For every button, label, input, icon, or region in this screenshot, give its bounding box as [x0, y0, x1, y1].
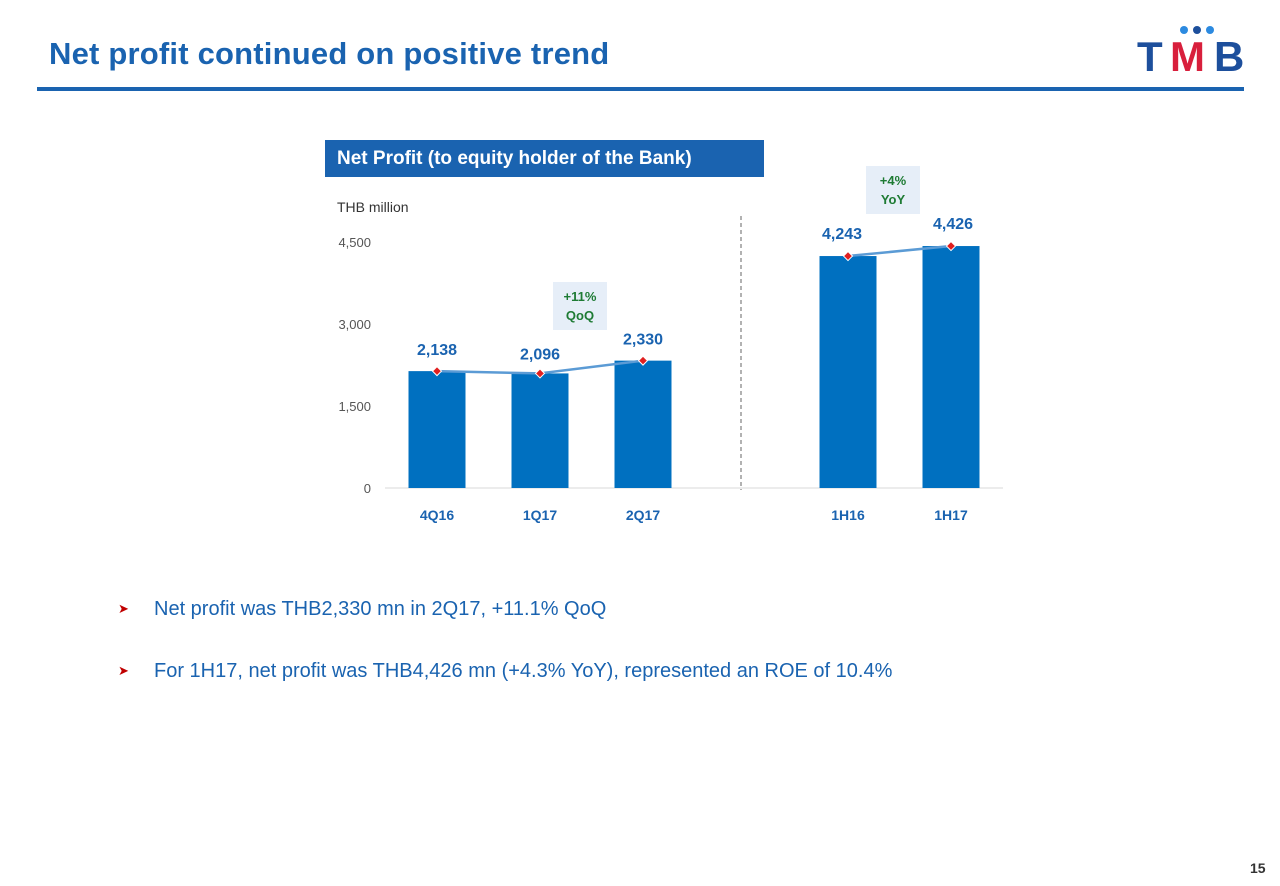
change-callout-value: +11%: [564, 289, 597, 304]
data-label: 4,243: [822, 226, 862, 243]
y-tick-label: 4,500: [338, 235, 371, 250]
x-tick-label: 1H16: [831, 507, 865, 523]
logo-dot: [1206, 26, 1214, 34]
bullet-list: ➤ Net profit was THB2,330 mn in 2Q17, +1…: [118, 592, 892, 716]
tmb-logo: T M B: [1134, 26, 1246, 80]
bullet-text: Net profit was THB2,330 mn in 2Q17, +11.…: [154, 598, 607, 620]
data-label: 2,138: [417, 342, 457, 359]
data-point-marker: [534, 368, 546, 379]
bar: [819, 256, 877, 488]
y-tick-label: 1,500: [338, 399, 371, 414]
arrowhead-bullet-icon: ➤: [118, 663, 129, 678]
data-label: 2,330: [623, 332, 663, 349]
change-callout-value: +4%: [880, 173, 907, 188]
logo-dot: [1193, 26, 1201, 34]
logo-letter-m: M: [1170, 33, 1205, 80]
title-underline: [37, 87, 1244, 91]
x-tick-label: 1H17: [934, 507, 968, 523]
bar: [511, 373, 569, 488]
logo-letter-b: B: [1214, 33, 1245, 80]
y-tick-label: 3,000: [338, 317, 371, 332]
page-title: Net profit continued on positive trend: [49, 36, 610, 71]
bullet-text: For 1H17, net profit was THB4,426 mn (+4…: [154, 660, 893, 682]
chart-title: Net Profit (to equity holder of the Bank…: [325, 140, 764, 177]
arrowhead-bullet-icon: ➤: [118, 601, 129, 616]
data-label: 2,096: [520, 346, 560, 363]
chart-unit-label: THB million: [337, 199, 409, 215]
bullet-item: ➤ For 1H17, net profit was THB4,426 mn (…: [118, 654, 892, 716]
bar: [922, 246, 980, 488]
data-point-marker: [945, 240, 957, 252]
bar: [408, 371, 466, 488]
page-number: 15: [1250, 860, 1266, 876]
trend-line: [847, 244, 952, 258]
logo-dot: [1180, 26, 1188, 34]
data-point-marker: [842, 250, 854, 262]
data-point-marker: [431, 365, 443, 377]
x-tick-label: 2Q17: [626, 507, 660, 523]
change-callout-box: [866, 166, 920, 214]
chart-plot: 0 1,500 3,000 4,500 2,138 2,096 2,330 4Q16 1Q17 2…: [338, 166, 1003, 523]
change-callout-period: QoQ: [566, 308, 594, 323]
data-point-marker: [637, 355, 649, 366]
change-callout-period: YoY: [881, 192, 906, 207]
data-label: 4,426: [933, 216, 973, 233]
logo-letter-t: T: [1137, 33, 1163, 80]
bullet-item: ➤ Net profit was THB2,330 mn in 2Q17, +1…: [118, 592, 892, 654]
y-tick-label: 0: [364, 481, 371, 496]
x-tick-label: 1Q17: [523, 507, 557, 523]
bar: [614, 360, 672, 488]
x-tick-label: 4Q16: [420, 507, 454, 523]
net-profit-chart: Net Profit (to equity holder of the Bank…: [325, 140, 1005, 530]
change-callout-box: [553, 282, 607, 330]
